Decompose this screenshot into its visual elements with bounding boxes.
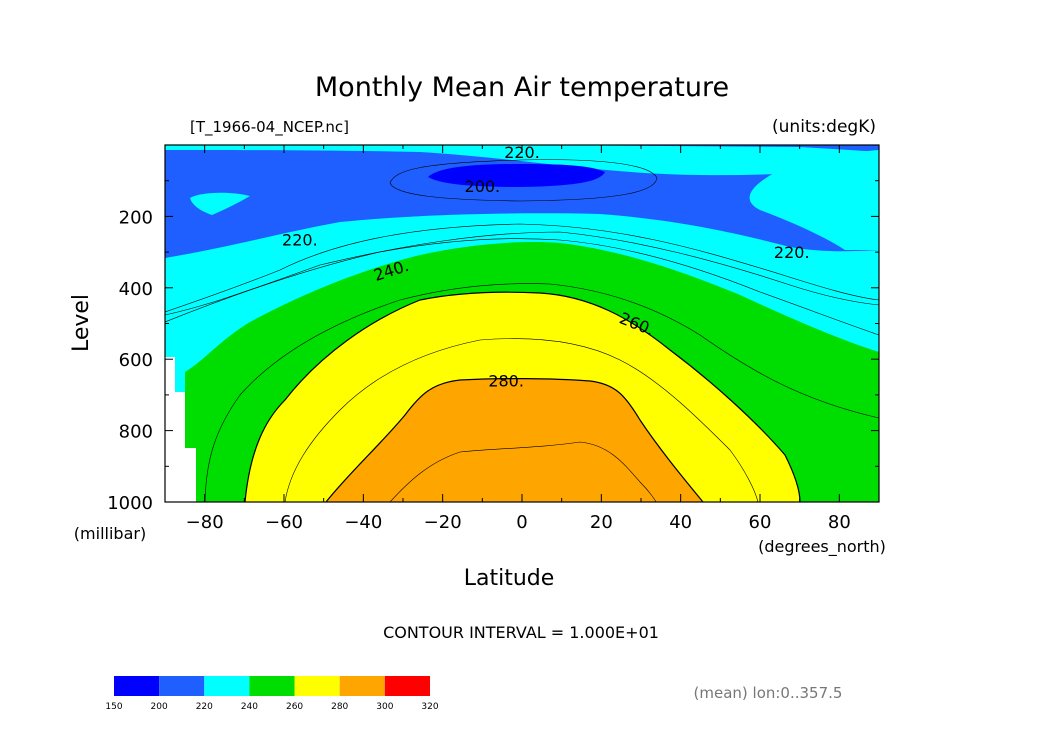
colorbar-tick-label: 150 [105,702,122,712]
colorbar-tick-label: 320 [421,702,438,712]
colorbar-swatch [159,676,205,696]
y-tick-label: 600 [119,350,153,371]
colorbar-swatch [204,676,250,696]
y-axis-units: (millibar) [74,524,146,543]
colorbar-tick-label: 220 [196,702,213,712]
colorbar-swatch [294,676,340,696]
contour-line-260 [244,291,801,502]
contour-lines [165,159,879,502]
contour-line-290 [389,441,657,502]
x-tick-label: −40 [344,512,382,533]
contour-label: 200. [465,177,501,196]
fill-missing-strip [165,357,196,502]
colorbar-swatch [339,676,385,696]
colorbar-swatch [384,676,430,696]
colorbar-tick-label: 200 [151,702,168,712]
x-tick-label: −60 [265,512,303,533]
x-tick-label: 60 [749,512,772,533]
contour-line-250 [204,283,879,502]
contour-fills [165,145,879,502]
colorbar-tick-label: 300 [376,702,393,712]
x-axis-ticks: −80 −60 −40 −20 0 20 40 60 80 [164,145,880,533]
units-label: (units:degK) [772,117,876,137]
x-tick-label: 0 [516,512,527,533]
contour-line-280 [325,378,704,502]
x-axis-units: (degrees_north) [758,537,886,557]
fill-lt200-core [428,164,605,187]
x-tick-label: 40 [669,512,692,533]
x-tick-label: −80 [186,512,224,533]
chart-title: Monthly Mean Air temperature [315,72,729,103]
colorbar-swatch [114,676,160,696]
colorbar-tick-label: 240 [241,702,258,712]
contour-label-layer: 220.200.220.220.240.260.280. [282,143,809,390]
y-tick-label: 200 [119,207,153,228]
mean-note: (mean) lon:0..357.5 [694,684,843,702]
contour-line-230 [165,231,879,316]
file-label: [T_1966-04_NCEP.nc] [190,118,349,137]
contour-line-220 [165,223,879,313]
colorbar-tick-label: 280 [331,702,348,712]
colorbar-swatch [249,676,295,696]
contour-line-200-inner [389,159,658,202]
x-axis-label: Latitude [464,566,555,591]
y-tick-label: 400 [119,279,153,300]
fill-220-240-island-right [749,150,879,250]
x-tick-label: 20 [590,512,613,533]
colorbar: 150 200 220 240 260 280 300 320 [105,676,439,712]
x-tick-label: −20 [424,512,462,533]
contour-line-240-inner [165,238,879,336]
contour-label: 280. [488,372,524,391]
contour-label: 220. [774,243,810,262]
fill-220-240-island-left [190,192,250,215]
x-tick-label: 80 [828,512,851,533]
fill-gt280-core [326,378,703,502]
colorbar-tick-label: 260 [286,702,303,712]
y-tick-label: 800 [119,422,153,443]
y-tick-label: 1000 [107,493,153,514]
y-axis-label: Level [69,294,94,352]
contour-interval-note: CONTOUR INTERVAL = 1.000E+01 [383,623,659,642]
contour-line-270 [284,338,759,502]
y-axis-ticks: 200 400 600 800 1000 [107,180,879,514]
contour-label: 220. [282,231,318,250]
